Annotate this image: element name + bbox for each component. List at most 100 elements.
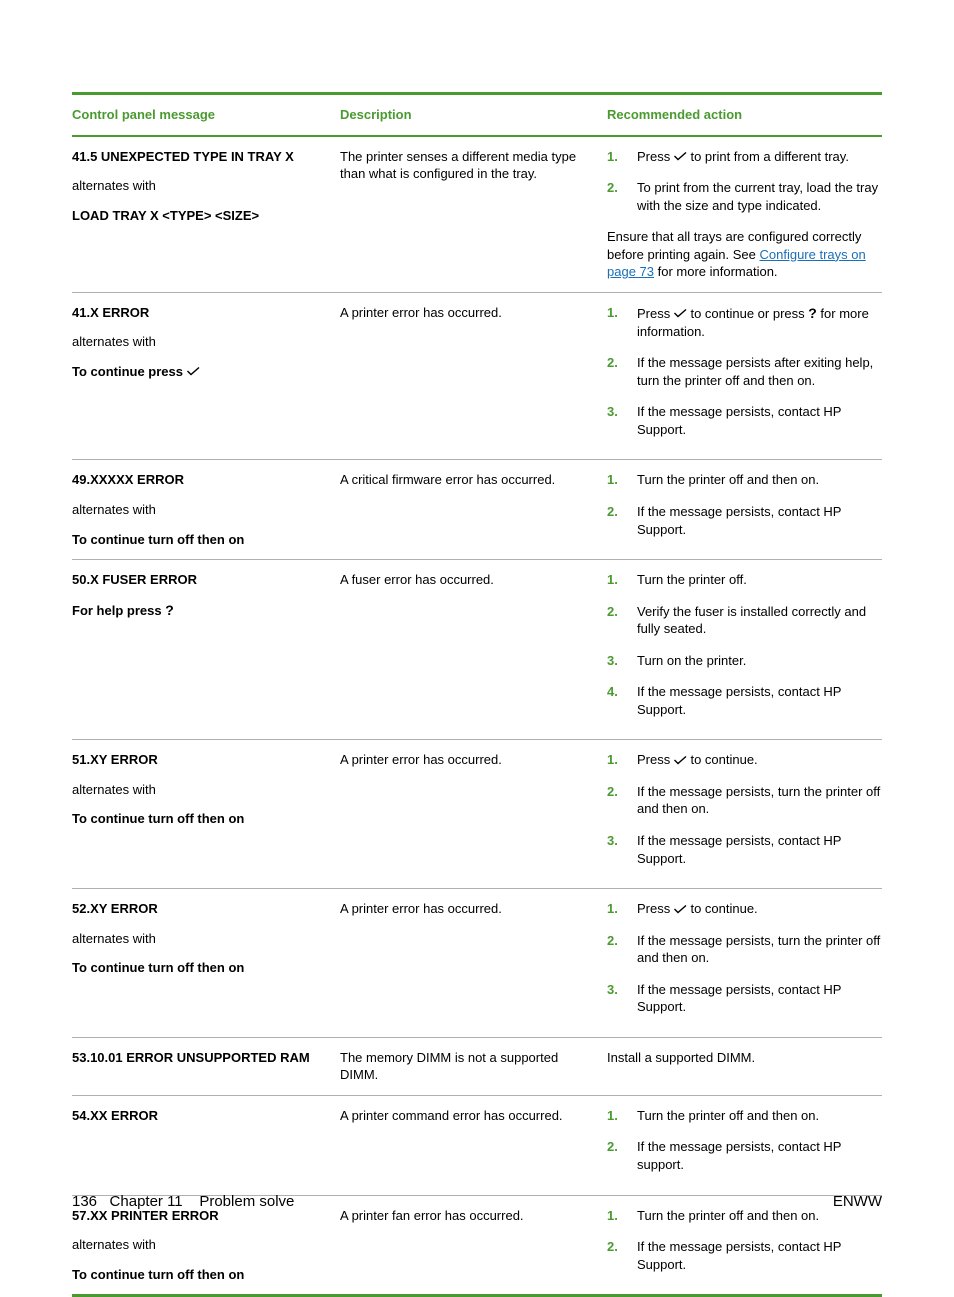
- message-subtext: alternates with: [72, 177, 330, 195]
- message-title: 41.5 UNEXPECTED TYPE IN TRAY X: [72, 148, 330, 166]
- message-title: 49.XXXXX ERROR: [72, 471, 330, 489]
- cell-action: Press to continue. If the message persist…: [607, 900, 882, 1026]
- description-text: A critical firmware error has occurred.: [340, 471, 597, 489]
- message-title: 53.10.01 ERROR UNSUPPORTED RAM: [72, 1049, 330, 1067]
- header-recommended-action: Recommended action: [607, 106, 882, 124]
- message-subtext: alternates with: [72, 333, 330, 351]
- table-row: 52.XY ERROR alternates with To continue tu…: [72, 889, 882, 1038]
- cell-description: The memory DIMM is not a supported DIMM.: [340, 1049, 607, 1084]
- action-item: If the message persists, contact HP Supp…: [607, 683, 882, 718]
- action-text: Install a supported DIMM.: [607, 1049, 882, 1067]
- description-text: A fuser error has occurred.: [340, 571, 597, 589]
- description-text: A printer error has occurred.: [340, 304, 597, 322]
- description-text: The printer senses a different media typ…: [340, 148, 597, 183]
- action-list: Turn the printer off. Verify the fuser is…: [607, 571, 882, 718]
- header-description: Description: [340, 106, 607, 124]
- action-item: If the message persists, contact HP Supp…: [607, 1238, 882, 1273]
- message-subtext: alternates with: [72, 1236, 330, 1254]
- cell-description: A critical firmware error has occurred.: [340, 471, 607, 548]
- cell-description: The printer senses a different media typ…: [340, 148, 607, 281]
- action-item: If the message persists, contact HP supp…: [607, 1138, 882, 1173]
- action-item: Press to continue.: [607, 900, 882, 918]
- message-bold-subtext: To continue turn off then on: [72, 531, 330, 549]
- footer-left: 136 Chapter 11 Problem solve: [72, 1192, 294, 1212]
- message-title: 41.X ERROR: [72, 304, 330, 322]
- cell-action: Turn the printer off and then on. If the …: [607, 1107, 882, 1184]
- cell-message: 53.10.01 ERROR UNSUPPORTED RAM: [72, 1049, 340, 1084]
- action-list: Press to print from a different tray. To …: [607, 148, 882, 215]
- cell-action: Press to print from a different tray. To …: [607, 148, 882, 281]
- cell-action: Install a supported DIMM.: [607, 1049, 882, 1084]
- message-title: 54.XX ERROR: [72, 1107, 330, 1125]
- message-title: 50.X FUSER ERROR: [72, 571, 330, 589]
- check-icon: [674, 905, 687, 915]
- action-item: If the message persists, contact HP Supp…: [607, 403, 882, 438]
- cell-description: A printer error has occurred.: [340, 304, 607, 449]
- action-list: Turn the printer off and then on. If the …: [607, 471, 882, 538]
- cell-action: Turn the printer off and then on.If the …: [607, 1207, 882, 1284]
- table-row: 54.XX ERROR A printer command error has o…: [72, 1096, 882, 1196]
- action-note: Ensure that all trays are configured cor…: [607, 228, 882, 281]
- description-text: A printer error has occurred.: [340, 751, 597, 769]
- message-title: 52.XY ERROR: [72, 900, 330, 918]
- table-header-row: Control panel message Description Recomm…: [72, 95, 882, 137]
- action-item: If the message persists, contact HP Supp…: [607, 981, 882, 1016]
- chapter-title: Problem solve: [199, 1193, 294, 1210]
- action-item: If the message persists, turn the printe…: [607, 783, 882, 818]
- description-text: A printer error has occurred.: [340, 900, 597, 918]
- action-item: Turn the printer off.: [607, 571, 882, 589]
- action-item: If the message persists, contact HP Supp…: [607, 503, 882, 538]
- message-bold-subtext: To continue turn off then on: [72, 1266, 330, 1284]
- message-subtext: alternates with: [72, 930, 330, 948]
- message-bold-subtext: LOAD TRAY X <TYPE> <SIZE>: [72, 207, 330, 225]
- cell-message: 49.XXXXX ERROR alternates with To continue…: [72, 471, 340, 548]
- cell-message: 52.XY ERROR alternates with To continue tu…: [72, 900, 340, 1026]
- cell-message: 51.XY ERRORalternates withTo continue tu…: [72, 751, 340, 877]
- cell-message: 54.XX ERROR: [72, 1107, 340, 1184]
- question-icon: ?: [165, 602, 174, 618]
- page-footer: 136 Chapter 11 Problem solve ENWW: [72, 1192, 882, 1212]
- action-item: Turn the printer off and then on.: [607, 1107, 882, 1125]
- cell-description: A printer fan error has occurred.: [340, 1207, 607, 1284]
- check-icon: [674, 756, 687, 766]
- action-item: If the message persists, turn the printe…: [607, 932, 882, 967]
- cell-action: Press to continue.If the message persist…: [607, 751, 882, 877]
- message-bold-subtext: To continue press: [72, 363, 330, 381]
- message-subtext: alternates with: [72, 501, 330, 519]
- table-row: 41.5 UNEXPECTED TYPE IN TRAY X alternates…: [72, 137, 882, 293]
- cell-action: Press to continue or press ? for more in…: [607, 304, 882, 449]
- action-list: Press to continue or press ? for more in…: [607, 304, 882, 439]
- page-number: 136: [72, 1193, 97, 1210]
- action-item: Turn the printer off and then on.: [607, 471, 882, 489]
- description-text: The memory DIMM is not a supported DIMM.: [340, 1049, 597, 1084]
- cell-message: 57.XX PRINTER ERRORalternates withTo con…: [72, 1207, 340, 1284]
- cell-description: A printer error has occurred.: [340, 751, 607, 877]
- message-title: 51.XY ERROR: [72, 751, 330, 769]
- description-text: A printer command error has occurred.: [340, 1107, 597, 1125]
- cell-message: 50.X FUSER ERRORFor help press ?: [72, 571, 340, 728]
- cell-message: 41.5 UNEXPECTED TYPE IN TRAY X alternates…: [72, 148, 340, 281]
- configure-trays-link[interactable]: Configure trays on page 73: [607, 247, 866, 280]
- cell-action: Turn the printer off and then on. If the …: [607, 471, 882, 548]
- cell-description: A printer command error has occurred.: [340, 1107, 607, 1184]
- cell-message: 41.X ERROR alternates with To continue pre…: [72, 304, 340, 449]
- error-messages-table: Control panel message Description Recomm…: [72, 92, 882, 1297]
- message-bold-subtext: To continue turn off then on: [72, 959, 330, 977]
- action-item: Press to print from a different tray.: [607, 148, 882, 166]
- footer-right: ENWW: [833, 1192, 882, 1212]
- action-item: Turn on the printer.: [607, 652, 882, 670]
- action-item: To print from the current tray, load the…: [607, 179, 882, 214]
- message-subtext: alternates with: [72, 781, 330, 799]
- cell-description: A printer error has occurred.: [340, 900, 607, 1026]
- action-item: Verify the fuser is installed correctly …: [607, 603, 882, 638]
- table-row: 49.XXXXX ERROR alternates with To continue…: [72, 460, 882, 560]
- action-list: Press to continue.If the message persist…: [607, 751, 882, 867]
- table-row: 51.XY ERRORalternates withTo continue tu…: [72, 740, 882, 889]
- check-icon: [674, 309, 687, 319]
- cell-description: A fuser error has occurred.: [340, 571, 607, 728]
- question-icon: ?: [808, 305, 817, 321]
- table-row: 50.X FUSER ERRORFor help press ?A fuser …: [72, 560, 882, 740]
- table-row: 41.X ERROR alternates with To continue pre…: [72, 293, 882, 461]
- action-item: Press to continue or press ? for more in…: [607, 304, 882, 340]
- table-row: 53.10.01 ERROR UNSUPPORTED RAM The memory…: [72, 1038, 882, 1096]
